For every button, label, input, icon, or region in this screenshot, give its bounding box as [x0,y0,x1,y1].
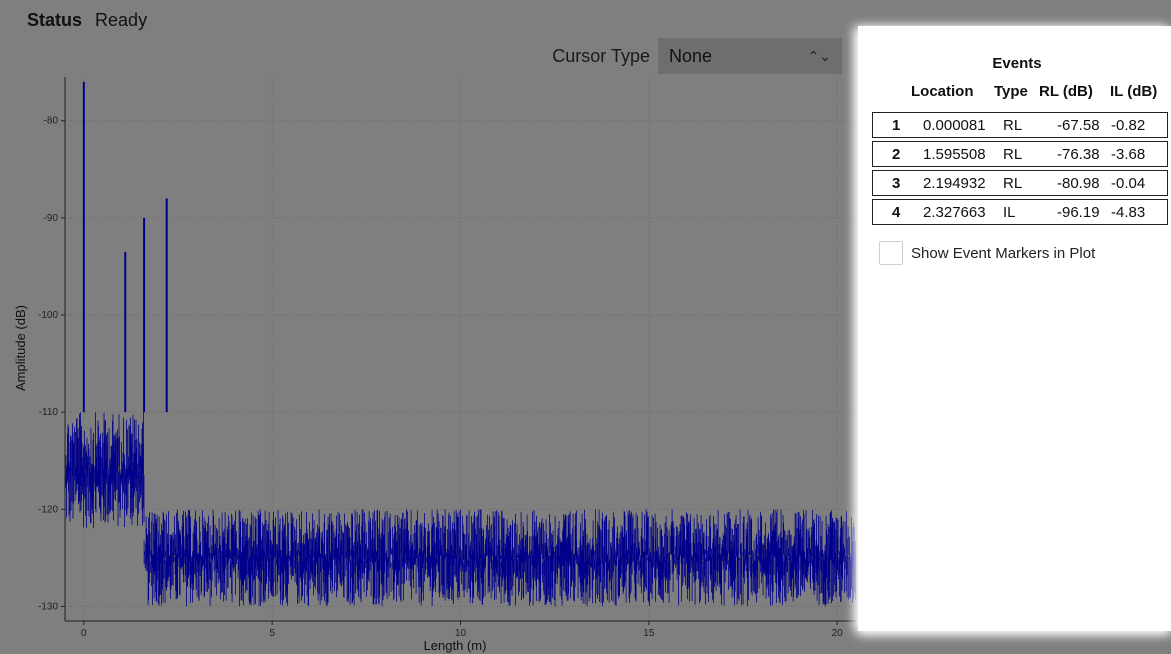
status-value: Ready [95,10,148,30]
x-tick-label: 10 [455,628,467,639]
table-row[interactable]: 2 1.595508 RL -76.38 -3.68 [872,141,1168,167]
plot-axes: -80 -90 -100 -110 -120 -130 0 5 10 15 20 [38,77,856,639]
row-type: RL [1003,175,1023,192]
x-tick-label: 15 [643,628,655,639]
row-location: 0.000081 [923,117,986,134]
row-index: 2 [892,146,901,163]
x-tick-label: 20 [832,628,844,639]
row-location: 1.595508 [923,146,986,163]
row-type: RL [1003,146,1023,163]
plot-trace [64,81,856,607]
y-tick-label: -100 [38,310,58,321]
cursor-type-label: Cursor Type [552,45,650,66]
events-title: Events [992,55,1042,72]
y-tick-label: -120 [38,504,58,515]
col-location: Location [911,83,974,100]
status-label: Status [27,10,83,30]
show-event-markers[interactable]: Show Event Markers in Plot [879,241,1095,265]
col-il: IL (dB) [1110,83,1158,100]
y-axis-label: Amplitude (dB) [13,305,28,391]
y-tick-label: -110 [39,407,59,418]
table-row[interactable]: 3 2.194932 RL -80.98 -0.04 [872,170,1168,196]
row-index: 4 [892,204,901,221]
x-tick-label: 0 [81,628,87,639]
row-rl: -80.98 [1057,175,1100,192]
col-rl: RL (dB) [1039,83,1093,100]
row-il: -0.82 [1111,117,1146,134]
row-location: 2.194932 [923,175,986,192]
cursor-type-control: Cursor Type None ⌃⌄ [540,38,842,74]
row-location: 2.327663 [923,204,986,221]
y-tick-label: -90 [44,213,59,224]
events-panel: Events Location Type RL (dB) IL (dB) 1 0… [858,26,1171,631]
row-type: IL [1003,204,1016,221]
cursor-type-value: None [669,45,713,66]
row-il: -3.68 [1111,146,1146,163]
y-tick-label: -80 [44,116,59,127]
row-il: -4.83 [1111,204,1146,221]
show-event-markers-label: Show Event Markers in Plot [911,244,1096,262]
row-rl: -96.19 [1057,204,1100,221]
row-rl: -76.38 [1057,146,1100,163]
row-index: 3 [892,175,901,192]
row-rl: -67.58 [1057,117,1100,134]
events-header: Location Type RL (dB) IL (dB) [858,83,1171,105]
status-bar: Status Ready [27,9,147,31]
x-axis-label: Length (m) [424,638,487,653]
y-tick-label: -130 [38,601,58,612]
show-event-markers-checkbox[interactable] [879,241,903,265]
row-il: -0.04 [1111,175,1146,192]
amplitude-plot[interactable]: -80 -90 -100 -110 -120 -130 0 5 10 15 20 Amplitude… [0,74,858,654]
table-row[interactable]: 4 2.327663 IL -96.19 -4.83 [872,199,1168,225]
row-type: RL [1003,117,1023,134]
row-index: 1 [892,117,901,134]
x-tick-label: 5 [269,628,275,639]
chevron-updown-icon: ⌃⌄ [807,47,831,64]
table-row[interactable]: 1 0.000081 RL -67.58 -0.82 [872,112,1168,138]
col-type: Type [994,83,1028,100]
cursor-type-select[interactable]: None ⌃⌄ [658,38,842,74]
